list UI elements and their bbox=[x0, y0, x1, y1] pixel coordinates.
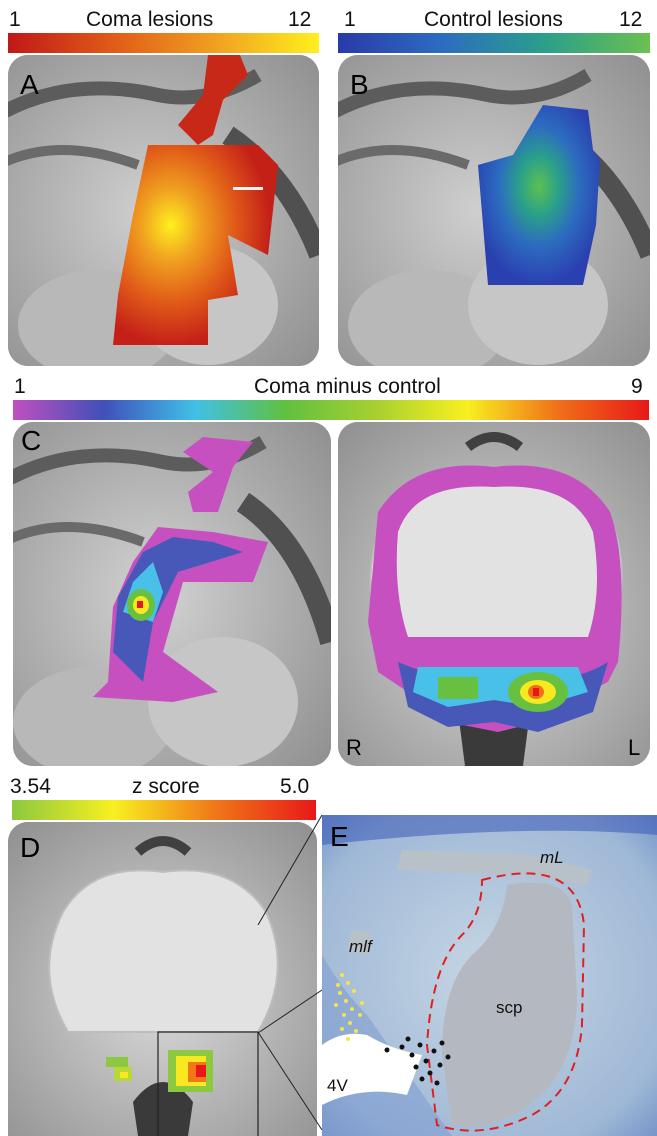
mlf-label: mlf bbox=[349, 937, 372, 956]
zscore-colorbar bbox=[12, 800, 316, 820]
coma-scale-max: 12 bbox=[288, 8, 312, 31]
panel-e-letter: E bbox=[330, 821, 349, 852]
zscore-scale-min: 3.54 bbox=[10, 775, 51, 798]
coma-colorbar bbox=[8, 33, 319, 53]
panel-c-sagittal-image bbox=[13, 422, 331, 766]
panel-b-image bbox=[338, 55, 650, 366]
right-hemisphere-label: R bbox=[346, 735, 362, 760]
panel-b-letter: B bbox=[350, 69, 369, 100]
panel-d-letter: D bbox=[20, 832, 41, 863]
left-hemisphere-label: L bbox=[628, 735, 641, 760]
panel-d-image bbox=[8, 822, 317, 1136]
coma-scale-min: 1 bbox=[9, 8, 21, 31]
zscore-scale-title: z score bbox=[132, 775, 200, 798]
scp-label: scp bbox=[496, 998, 523, 1017]
control-scale-max: 12 bbox=[619, 8, 643, 31]
coma-scale-title: Coma lesions bbox=[86, 8, 214, 31]
panel-a-letter: A bbox=[20, 69, 39, 100]
control-colorbar bbox=[338, 33, 650, 53]
control-scale-title: Control lesions bbox=[424, 8, 563, 31]
difference-colorbar bbox=[13, 400, 649, 420]
difference-scale-title: Coma minus control bbox=[254, 375, 441, 398]
panel-a-image bbox=[8, 55, 319, 366]
zscore-scale-max: 5.0 bbox=[280, 775, 310, 798]
difference-scale-min: 1 bbox=[14, 375, 26, 398]
panel-e-histology bbox=[322, 815, 657, 1136]
ml-label: mL bbox=[540, 848, 564, 867]
fourth-ventricle-label: 4V bbox=[327, 1076, 348, 1095]
panel-c-letter: C bbox=[21, 425, 42, 456]
difference-scale-max: 9 bbox=[631, 375, 643, 398]
panel-c-axial-image bbox=[338, 422, 650, 766]
control-scale-min: 1 bbox=[344, 8, 356, 31]
